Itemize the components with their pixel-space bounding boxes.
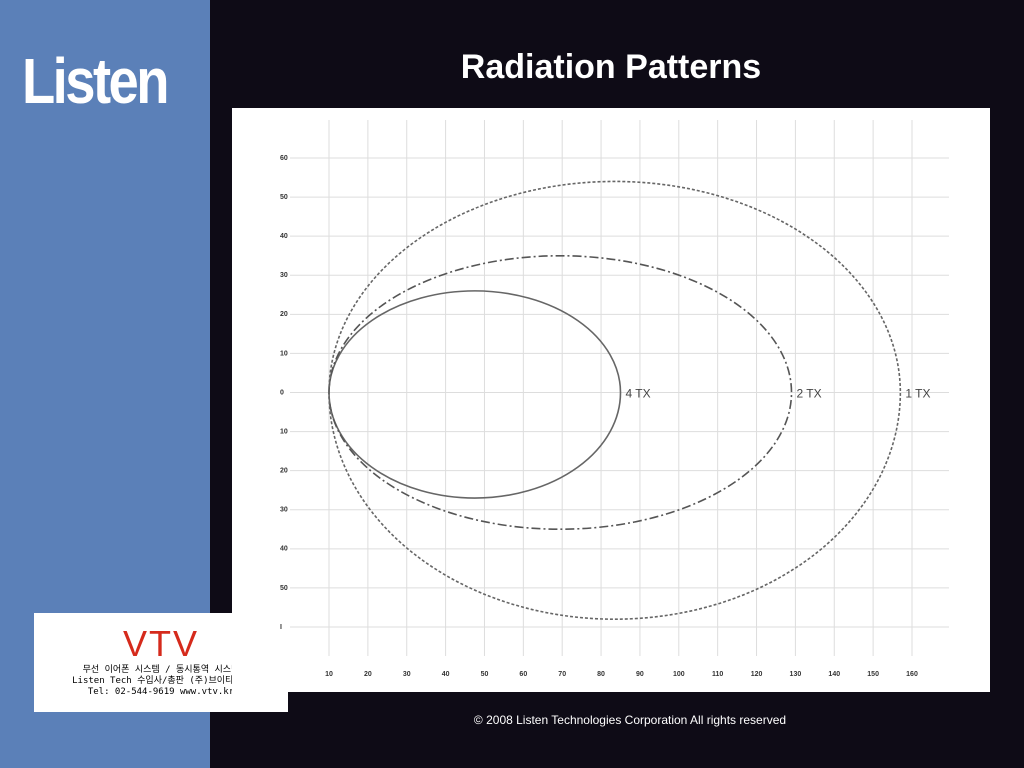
x-tick-label: 40 [442, 671, 450, 678]
x-tick-label: 20 [364, 671, 372, 678]
chart: 10 20 30 40 50 60 70 80 90 100 110 120 130 140 150 1606… [232, 108, 990, 692]
logo: Listen [22, 45, 169, 117]
y-tick-label: 10 [280, 350, 288, 357]
x-tick-label: 30 [403, 671, 411, 678]
x-tick-label: 120 [751, 671, 763, 678]
series-label: 1 TX [905, 387, 930, 401]
y-tick-label: 50 [280, 194, 288, 201]
y-tick-label: 40 [280, 546, 288, 553]
radiation-pattern [328, 180, 902, 620]
y-tick-label: 10 [280, 428, 288, 435]
y-tick-label: 20 [280, 311, 288, 318]
slide-title: Radiation Patterns [460, 48, 762, 86]
x-tick-label: 140 [828, 671, 840, 678]
x-tick-label: 130 [790, 671, 802, 678]
series-label: 2 TX [797, 387, 822, 401]
x-tick-label: 150 [867, 671, 879, 678]
vtv-line: Tel: 02-544-9619 www.vtv.kr [87, 687, 235, 697]
x-tick-label: 80 [597, 671, 605, 678]
vtv-brand: VTV [122, 623, 199, 664]
vtv-line: Listen Tech 수입사/총판 (주)브이티브이 [72, 676, 250, 686]
x-tick-label: 60 [519, 671, 527, 678]
series-label: 4 TX [626, 387, 651, 401]
y-tick-label: I [280, 624, 282, 631]
radiation-pattern [328, 255, 793, 530]
radiation-pattern [328, 290, 622, 499]
y-tick-label: 30 [280, 272, 288, 279]
x-tick-label: 160 [906, 671, 918, 678]
footer: © 2008 Listen Technologies Corporation A… [473, 713, 787, 727]
x-tick-label: 10 [325, 671, 333, 678]
y-tick-label: 20 [280, 468, 288, 475]
x-tick-label: 50 [481, 671, 489, 678]
y-tick-label: 40 [280, 233, 288, 240]
y-tick-label: 60 [280, 155, 288, 162]
x-tick-label: 100 [673, 671, 685, 678]
x-tick-label: 110 [712, 671, 723, 678]
y-tick-label: 50 [280, 585, 288, 592]
x-tick-label: 70 [558, 671, 566, 678]
y-tick-label: 0 [280, 389, 284, 396]
vtv-line: 무선 이어폰 시스템 / 동시통역 시스템 [82, 665, 240, 675]
x-tick-label: 90 [636, 671, 644, 678]
y-tick-label: 30 [280, 507, 288, 514]
